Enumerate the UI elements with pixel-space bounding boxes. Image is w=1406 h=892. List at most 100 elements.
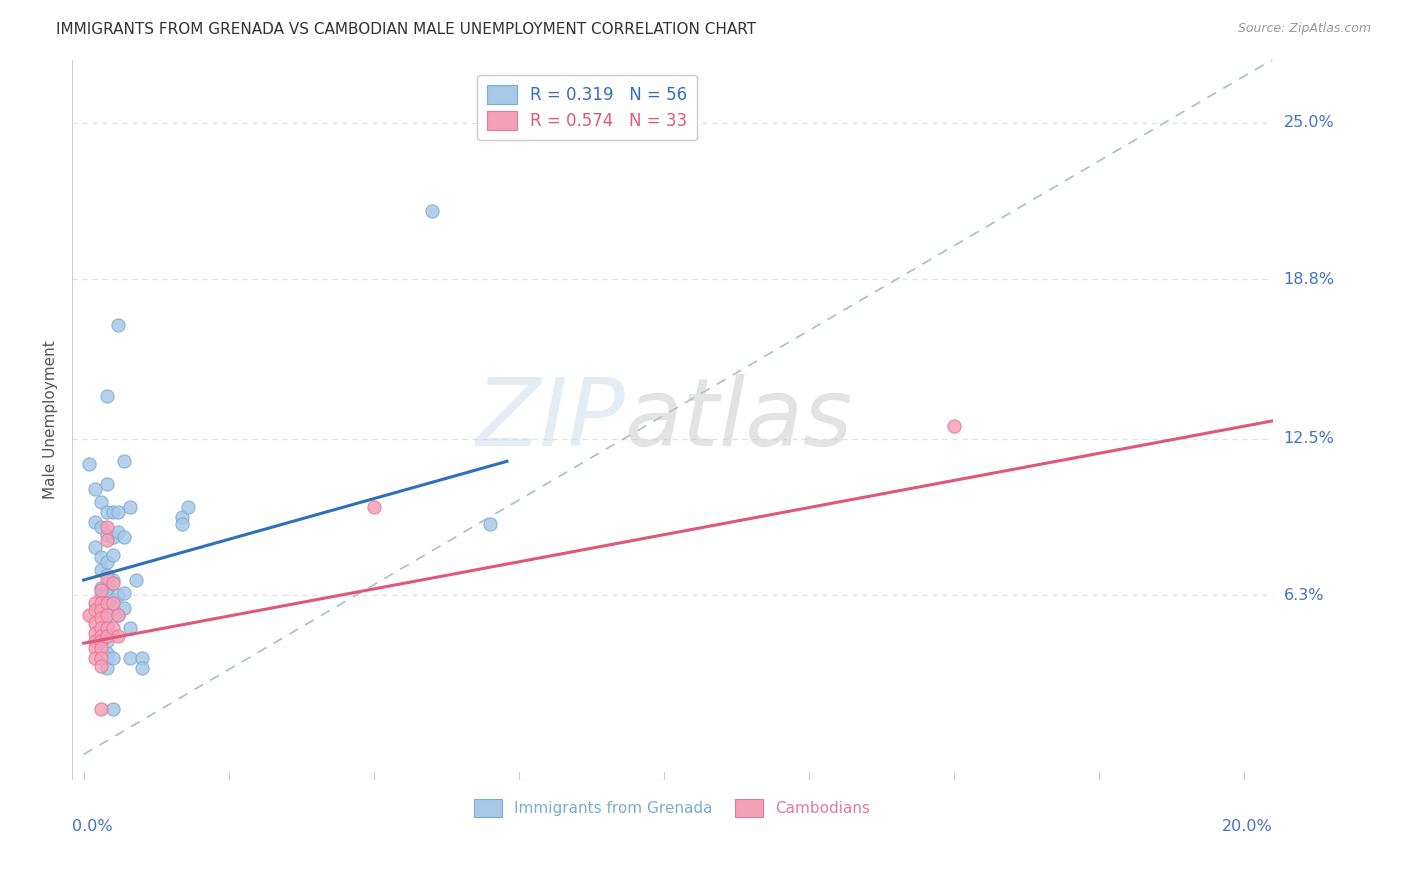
Text: IMMIGRANTS FROM GRENADA VS CAMBODIAN MALE UNEMPLOYMENT CORRELATION CHART: IMMIGRANTS FROM GRENADA VS CAMBODIAN MAL… bbox=[56, 22, 756, 37]
Text: 25.0%: 25.0% bbox=[1284, 115, 1334, 130]
Point bbox=[90, 563, 112, 577]
Point bbox=[101, 505, 124, 519]
Point bbox=[101, 600, 124, 615]
Point bbox=[942, 418, 965, 433]
Point bbox=[90, 494, 112, 508]
Point bbox=[96, 588, 118, 602]
Point bbox=[96, 520, 118, 534]
Point bbox=[420, 204, 443, 219]
Point bbox=[90, 520, 112, 534]
Text: 18.8%: 18.8% bbox=[1284, 272, 1334, 287]
Point bbox=[96, 555, 118, 569]
Point bbox=[90, 629, 112, 643]
Point bbox=[96, 527, 118, 541]
Point bbox=[96, 581, 118, 595]
Point bbox=[131, 651, 153, 665]
Point bbox=[96, 646, 118, 660]
Point bbox=[118, 651, 141, 665]
Text: 0.0%: 0.0% bbox=[72, 819, 112, 834]
Point bbox=[96, 389, 118, 403]
Point bbox=[84, 596, 107, 610]
Text: 6.3%: 6.3% bbox=[1284, 588, 1324, 603]
Point bbox=[96, 626, 118, 640]
Text: Source: ZipAtlas.com: Source: ZipAtlas.com bbox=[1237, 22, 1371, 36]
Point bbox=[90, 603, 112, 617]
Point bbox=[96, 621, 118, 635]
Point bbox=[101, 621, 124, 635]
Point bbox=[118, 621, 141, 635]
Text: ZIP: ZIP bbox=[475, 374, 624, 465]
Point bbox=[79, 457, 101, 471]
Point bbox=[96, 596, 118, 610]
Point bbox=[84, 615, 107, 630]
Point bbox=[84, 641, 107, 656]
Point bbox=[101, 651, 124, 665]
Point bbox=[84, 603, 107, 617]
Point bbox=[96, 608, 118, 623]
Point bbox=[101, 596, 124, 610]
Point bbox=[90, 659, 112, 673]
Text: 20.0%: 20.0% bbox=[1222, 819, 1272, 834]
Point bbox=[90, 596, 112, 610]
Point bbox=[96, 568, 118, 582]
Point bbox=[101, 593, 124, 607]
Point bbox=[96, 596, 118, 610]
Point bbox=[107, 608, 129, 623]
Point bbox=[90, 596, 112, 610]
Point bbox=[90, 651, 112, 665]
Point bbox=[177, 500, 200, 514]
Point bbox=[96, 533, 118, 547]
Point bbox=[107, 524, 129, 539]
Text: 12.5%: 12.5% bbox=[1284, 431, 1334, 446]
Point bbox=[107, 505, 129, 519]
Point bbox=[101, 548, 124, 562]
Point bbox=[107, 608, 129, 623]
Point bbox=[118, 500, 141, 514]
Point bbox=[112, 600, 135, 615]
Point bbox=[90, 550, 112, 565]
Point bbox=[112, 585, 135, 599]
Point bbox=[90, 641, 112, 656]
Point bbox=[107, 588, 129, 602]
Point bbox=[90, 621, 112, 635]
Point bbox=[172, 509, 194, 524]
Point bbox=[90, 702, 112, 716]
Point bbox=[96, 505, 118, 519]
Y-axis label: Male Unemployment: Male Unemployment bbox=[44, 340, 58, 499]
Point bbox=[172, 517, 194, 532]
Point bbox=[84, 482, 107, 496]
Text: atlas: atlas bbox=[624, 374, 852, 465]
Point bbox=[90, 588, 112, 602]
Point bbox=[112, 454, 135, 468]
Point bbox=[112, 530, 135, 544]
Point bbox=[84, 633, 107, 648]
Point bbox=[96, 661, 118, 675]
Point bbox=[90, 633, 112, 648]
Point bbox=[478, 517, 501, 532]
Point bbox=[84, 626, 107, 640]
Point bbox=[84, 540, 107, 554]
Point bbox=[96, 633, 118, 648]
Point bbox=[96, 608, 118, 623]
Point bbox=[107, 318, 129, 332]
Point bbox=[96, 570, 118, 584]
Point bbox=[96, 629, 118, 643]
Point bbox=[363, 500, 385, 514]
Point bbox=[96, 651, 118, 665]
Point bbox=[101, 575, 124, 590]
Legend: Immigrants from Grenada, Cambodians: Immigrants from Grenada, Cambodians bbox=[465, 790, 879, 826]
Point bbox=[131, 661, 153, 675]
Point bbox=[90, 581, 112, 595]
Point bbox=[84, 651, 107, 665]
Point bbox=[90, 611, 112, 625]
Point bbox=[125, 573, 148, 587]
Point bbox=[96, 477, 118, 491]
Point bbox=[79, 608, 101, 623]
Point bbox=[107, 629, 129, 643]
Point bbox=[101, 702, 124, 716]
Point bbox=[101, 530, 124, 544]
Point bbox=[84, 515, 107, 529]
Point bbox=[96, 618, 118, 632]
Point bbox=[90, 603, 112, 617]
Point bbox=[101, 573, 124, 587]
